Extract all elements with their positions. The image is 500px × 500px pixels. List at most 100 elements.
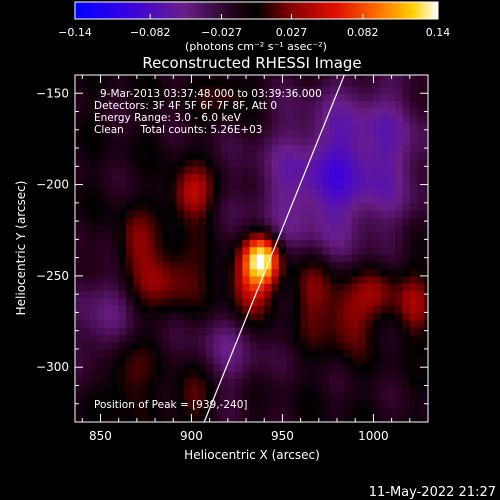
heatmap-cell (249, 85, 258, 94)
heatmap-cell (256, 370, 265, 379)
heatmap-cell (315, 144, 324, 153)
heatmap-cell (155, 129, 163, 138)
heatmap-cell (220, 341, 229, 350)
heatmap-cell (184, 122, 193, 131)
heatmap-cell (75, 283, 83, 292)
heatmap-cell (220, 115, 229, 124)
heatmap-cell (271, 239, 280, 248)
heatmap-cell (140, 159, 149, 167)
heatmap-cell (322, 107, 331, 116)
heatmap-cell (358, 100, 367, 109)
heatmap-cell (293, 341, 302, 350)
heatmap-cell (424, 356, 428, 365)
heatmap-cell (344, 327, 353, 335)
heatmap-cell (329, 173, 338, 182)
heatmap-cell (366, 173, 375, 182)
heatmap-cell (162, 137, 171, 145)
heatmap-cell (220, 275, 229, 284)
heatmap-cell (344, 195, 353, 204)
heatmap-cell (140, 173, 149, 182)
heatmap-cell (176, 115, 185, 124)
heatmap-cell (256, 297, 265, 306)
heatmap-cell (133, 305, 142, 314)
heatmap-cell (82, 385, 91, 394)
heatmap-cell (395, 385, 404, 394)
heatmap-cell (96, 239, 105, 248)
heatmap-cell (111, 188, 120, 197)
heatmap-cell (409, 93, 418, 102)
heatmap-cell (395, 400, 404, 408)
heatmap-cell (337, 239, 345, 248)
heatmap-cell (395, 356, 404, 365)
heatmap-cell (235, 378, 244, 387)
annotation-detectors: Detectors: 3F 4F 5F 6F 7F 8F, Att 0 (94, 100, 277, 112)
heatmap-cell (82, 246, 91, 255)
heatmap-cell (402, 348, 411, 357)
heatmap-cell (140, 93, 149, 102)
heatmap-cell (82, 144, 91, 153)
heatmap-cell (89, 137, 98, 145)
heatmap-cell (358, 407, 367, 416)
heatmap-cell (191, 319, 200, 328)
heatmap-cell (75, 275, 83, 284)
heatmap-cell (220, 348, 229, 357)
heatmap-cell (176, 210, 185, 219)
heatmap-cell (278, 268, 287, 277)
heatmap-cell (344, 400, 353, 408)
heatmap-cell (286, 75, 294, 80)
heatmap-cell (366, 290, 375, 299)
heatmap-cell (227, 195, 236, 204)
heatmap-cell (409, 392, 418, 401)
heatmap-cell (380, 261, 389, 270)
heatmap-cell (351, 363, 360, 372)
heatmap-cell (82, 129, 91, 138)
heatmap-cell (395, 188, 404, 197)
heatmap-cell (104, 356, 112, 365)
heatmap-cell (147, 232, 156, 240)
heatmap-cell (111, 290, 120, 299)
heatmap-cell (169, 385, 178, 394)
heatmap-cell (329, 312, 338, 321)
heatmap-cell (104, 246, 112, 255)
heatmap-cell (329, 151, 338, 160)
heatmap-cell (402, 144, 411, 153)
heatmap-cell (293, 334, 302, 343)
heatmap-cell (140, 283, 149, 292)
heatmap-cell (358, 217, 367, 226)
heatmap-cell (125, 107, 134, 116)
heatmap-cell (227, 129, 236, 138)
heatmap-cell (315, 166, 324, 175)
heatmap-cell (82, 290, 91, 299)
heatmap-cell (307, 78, 316, 87)
heatmap-cell (249, 414, 258, 422)
heatmap-cell (249, 253, 258, 262)
heatmap-cell (111, 75, 120, 80)
heatmap-cell (402, 400, 411, 408)
heatmap-cell (89, 202, 98, 211)
heatmap-cell (387, 202, 396, 211)
heatmap-cell (184, 261, 193, 270)
heatmap-cell (191, 151, 200, 160)
heatmap-cell (278, 334, 287, 343)
heatmap-cell (169, 78, 178, 87)
heatmap-cell (322, 129, 331, 138)
heatmap-cell (155, 137, 163, 145)
heatmap-cell (89, 312, 98, 321)
heatmap-cell (249, 334, 258, 343)
heatmap-cell (75, 268, 83, 277)
heatmap-cell (344, 407, 353, 416)
heatmap-cell (191, 107, 200, 116)
heatmap-cell (358, 151, 367, 160)
heatmap-cell (111, 217, 120, 226)
heatmap-cell (155, 188, 163, 197)
heatmap-cell (344, 202, 353, 211)
heatmap-cell (125, 378, 134, 387)
heatmap-cell (227, 93, 236, 102)
heatmap-cell (402, 217, 411, 226)
heatmap-cell (147, 297, 156, 306)
heatmap-cell (293, 85, 302, 94)
heatmap-cell (147, 78, 156, 87)
heatmap-cell (271, 115, 280, 124)
heatmap-cell (271, 348, 280, 357)
